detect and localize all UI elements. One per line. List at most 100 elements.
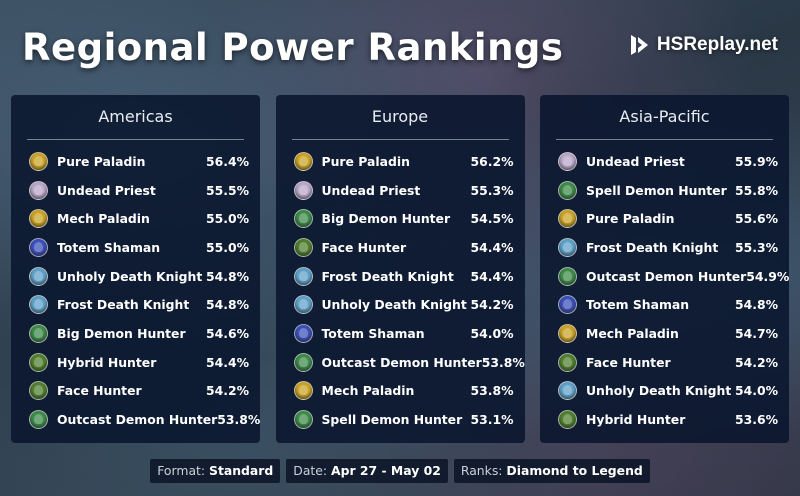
format-filter: Format: Standard — [150, 459, 281, 483]
priest-icon — [29, 180, 48, 200]
deck-name: Totem Shaman — [586, 297, 690, 313]
deck-name: Spell Demon Hunter — [586, 182, 727, 198]
date-value: Apr 27 - May 02 — [331, 463, 441, 478]
demon-hunter-icon — [293, 410, 313, 430]
deck-name: Frost Death Knight — [586, 239, 719, 255]
deck-list: Pure Paladin 56.2% Undead Priest 55.3% Big… — [286, 140, 525, 434]
brand-link[interactable]: HSReplay.net — [627, 32, 778, 58]
deck-row: Face Hunter 54.2% — [21, 377, 250, 406]
deck-name: Mech Paladin — [586, 325, 679, 341]
deck-winrate: 54.6% — [206, 325, 249, 341]
date-label: Date: — [293, 463, 328, 478]
region-panel-americas: Americas Pure Paladin 56.4% Undead Priest… — [11, 95, 260, 443]
deck-winrate: 53.6% — [735, 412, 778, 428]
deck-row: Hybrid Hunter 53.6% — [550, 405, 779, 434]
deck-name: Hybrid Hunter — [57, 354, 157, 370]
demon-hunter-icon — [29, 410, 48, 430]
region-panel-europe: Europe Pure Paladin 56.2% Undead Priest 55… — [275, 95, 525, 443]
filter-bar: Format: Standard Date: Apr 27 - May 02 R… — [0, 459, 800, 483]
priest-icon — [558, 151, 577, 171]
deck-name: Totem Shaman — [321, 325, 425, 341]
death-knight-icon — [558, 381, 577, 401]
deck-row: Frost Death Knight 54.8% — [21, 290, 250, 319]
deck-winrate: 53.8% — [217, 412, 261, 428]
hsreplay-logo-icon — [630, 35, 648, 55]
deck-winrate: 54.8% — [735, 297, 778, 313]
deck-row: Unholy Death Knight 54.0% — [550, 377, 779, 406]
deck-name: Mech Paladin — [57, 211, 150, 227]
deck-winrate: 54.4% — [470, 268, 514, 284]
deck-row: Mech Paladin 54.7% — [550, 319, 779, 348]
deck-name: Unholy Death Knight — [321, 297, 467, 313]
deck-winrate: 55.3% — [735, 239, 778, 255]
deck-row: Totem Shaman 54.8% — [550, 290, 779, 319]
deck-winrate: 54.0% — [470, 325, 514, 341]
deck-name: Totem Shaman — [57, 239, 161, 255]
deck-row: Totem Shaman 55.0% — [21, 233, 250, 262]
deck-row: Hybrid Hunter 54.4% — [21, 348, 250, 377]
deck-winrate: 55.6% — [735, 211, 778, 227]
deck-name: Undead Priest — [321, 182, 421, 198]
deck-row: Undead Priest 55.3% — [286, 176, 515, 205]
deck-name: Pure Paladin — [57, 153, 146, 169]
deck-row: Face Hunter 54.4% — [286, 233, 515, 262]
deck-winrate: 54.9% — [746, 268, 790, 284]
deck-winrate: 55.3% — [470, 182, 514, 198]
deck-row: Totem Shaman 54.0% — [286, 319, 515, 348]
hunter-icon — [558, 410, 577, 430]
paladin-icon — [558, 323, 577, 343]
deck-row: Frost Death Knight 54.4% — [286, 262, 515, 291]
deck-name: Face Hunter — [586, 354, 671, 370]
death-knight-icon — [29, 266, 48, 286]
deck-row: Pure Paladin 56.4% — [21, 147, 250, 176]
deck-name: Frost Death Knight — [321, 268, 454, 284]
deck-row: Spell Demon Hunter 53.1% — [286, 405, 515, 434]
deck-name: Big Demon Hunter — [321, 211, 451, 227]
deck-row: Outcast Demon Hunter 53.8% — [286, 348, 525, 377]
shaman-icon — [293, 323, 313, 343]
deck-row: Spell Demon Hunter 55.8% — [550, 176, 779, 205]
hunter-icon — [293, 237, 313, 257]
deck-name: Face Hunter — [321, 239, 407, 255]
demon-hunter-icon — [29, 323, 48, 343]
hunter-icon — [29, 352, 48, 372]
deck-name: Outcast Demon Hunter — [586, 268, 747, 284]
death-knight-icon — [293, 266, 313, 286]
paladin-icon — [29, 151, 48, 171]
deck-winrate: 54.0% — [735, 383, 778, 399]
demon-hunter-icon — [293, 352, 313, 372]
death-knight-icon — [293, 295, 313, 315]
deck-row: Big Demon Hunter 54.6% — [21, 319, 250, 348]
deck-name: Outcast Demon Hunter — [57, 412, 218, 428]
deck-name: Unholy Death Knight — [57, 268, 203, 284]
deck-name: Pure Paladin — [586, 211, 675, 227]
format-label: Format: — [157, 463, 206, 478]
priest-icon — [293, 180, 313, 200]
deck-row: Pure Paladin 56.2% — [286, 147, 515, 176]
deck-name: Pure Paladin — [321, 153, 410, 169]
deck-winrate: 54.5% — [470, 211, 514, 227]
deck-row: Unholy Death Knight 54.2% — [286, 290, 515, 319]
demon-hunter-icon — [558, 180, 577, 200]
demon-hunter-icon — [558, 266, 577, 286]
death-knight-icon — [29, 295, 48, 315]
shaman-icon — [29, 237, 48, 257]
deck-name: Big Demon Hunter — [57, 325, 186, 341]
deck-row: Pure Paladin 55.6% — [550, 204, 779, 233]
region-panels: Americas Pure Paladin 56.4% Undead Priest… — [11, 95, 789, 443]
deck-row: Face Hunter 54.2% — [550, 348, 779, 377]
deck-row: Outcast Demon Hunter 53.8% — [21, 405, 260, 434]
region-title: Asia-Pacific — [556, 95, 773, 140]
ranks-label: Ranks: — [460, 463, 503, 478]
deck-name: Undead Priest — [586, 153, 685, 169]
deck-name: Spell Demon Hunter — [321, 412, 463, 428]
deck-winrate: 55.0% — [206, 239, 249, 255]
deck-winrate: 54.2% — [735, 354, 778, 370]
hunter-icon — [558, 352, 577, 372]
deck-winrate: 54.8% — [206, 297, 249, 313]
region-title: Europe — [291, 95, 509, 140]
paladin-icon — [293, 151, 313, 171]
date-filter: Date: Apr 27 - May 02 — [286, 459, 448, 483]
deck-row: Big Demon Hunter 54.5% — [286, 204, 515, 233]
deck-winrate: 54.4% — [470, 239, 514, 255]
